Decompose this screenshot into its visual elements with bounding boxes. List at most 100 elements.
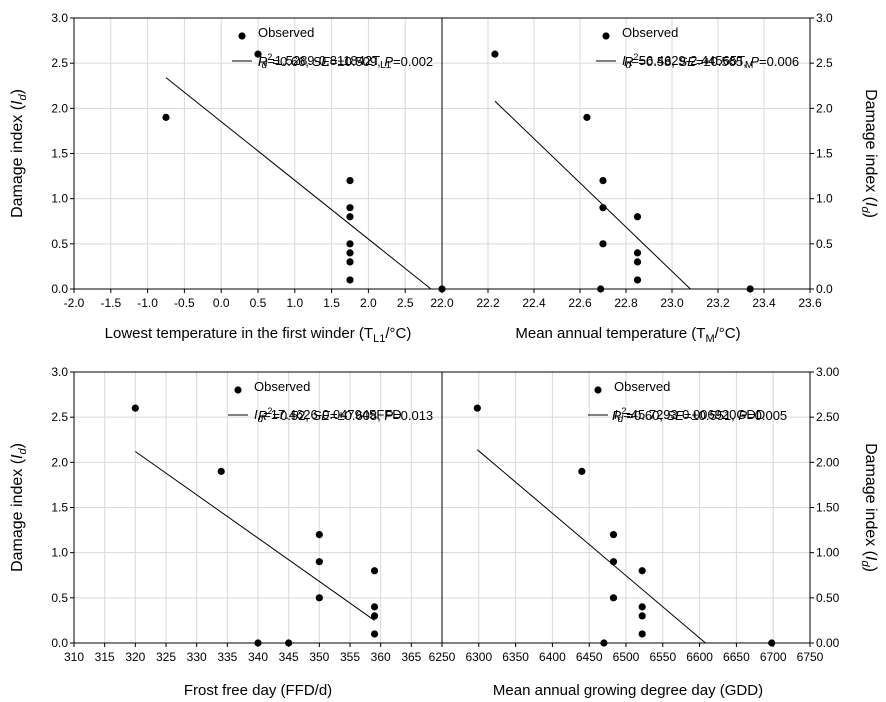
- x-tick-label: -0.5: [174, 296, 195, 310]
- y-tick-label: 1.0: [51, 192, 68, 206]
- x-tick-label: 6450: [576, 650, 603, 664]
- y-tick-label: 0.0: [51, 636, 68, 650]
- y-tick-label: 2.00: [816, 455, 840, 469]
- x-tick-label: 22.4: [522, 296, 546, 310]
- x-tick-label: 6750: [797, 650, 824, 664]
- y-tick-label: 2.0: [51, 101, 68, 115]
- y-tick-label: 0.0: [816, 282, 833, 296]
- y-tick-label: 0.50: [816, 591, 840, 605]
- data-point: [639, 567, 646, 574]
- y-axis-label: Damage index (Id): [859, 89, 879, 218]
- y-tick-label: 1.0: [51, 546, 68, 560]
- y-axis-label: Damage index (Id): [9, 443, 29, 572]
- x-tick-label: 2.5: [397, 296, 414, 310]
- data-point: [599, 204, 606, 211]
- x-tick-label: 320: [125, 650, 145, 664]
- data-point: [599, 177, 606, 184]
- x-tick-label: 6700: [760, 650, 787, 664]
- data-point: [600, 639, 607, 646]
- y-tick-label: 2.5: [816, 56, 833, 70]
- data-point: [634, 258, 641, 265]
- legend-stats: R2=0.66, SE=±0.509, P=0.002: [258, 52, 433, 69]
- y-tick-label: 2.5: [51, 410, 68, 424]
- data-point: [634, 249, 641, 256]
- data-point: [597, 285, 604, 292]
- data-point: [491, 51, 498, 58]
- y-tick-label: 1.5: [51, 147, 68, 161]
- x-tick-label: 1.0: [286, 296, 303, 310]
- y-tick-label: 1.50: [816, 501, 840, 515]
- data-point: [371, 603, 378, 610]
- x-axis-label: Frost free day (FFD/d): [184, 682, 332, 699]
- y-tick-label: 2.5: [51, 56, 68, 70]
- data-point: [583, 114, 590, 121]
- y-tick-label: 2.0: [816, 101, 833, 115]
- x-tick-label: 6550: [649, 650, 676, 664]
- x-tick-label: 345: [279, 650, 299, 664]
- data-point: [346, 240, 353, 247]
- y-axis-label: Damage index (Id): [859, 443, 879, 572]
- x-tick-label: 23.2: [706, 296, 730, 310]
- data-point: [639, 630, 646, 637]
- data-point: [578, 468, 585, 475]
- x-tick-label: 330: [187, 650, 207, 664]
- legend-observed-label: Observed: [258, 25, 314, 40]
- data-point: [316, 558, 323, 565]
- legend-marker: [602, 32, 609, 39]
- x-tick-label: 315: [95, 650, 115, 664]
- x-tick-label: 0.5: [250, 296, 267, 310]
- data-point: [316, 594, 323, 601]
- x-tick-label: 6600: [686, 650, 713, 664]
- y-tick-label: 1.5: [816, 147, 833, 161]
- y-tick-label: 0.0: [51, 282, 68, 296]
- data-point: [346, 213, 353, 220]
- data-point: [610, 594, 617, 601]
- chart-panel-3: 310 315 320 325 330 335 340 345 350 355 360 365 6250…: [9, 365, 456, 699]
- chart-panel-2: 22.2 22.4 22.6 22.8 23.0 23.2 23.4 23.60.0 0.5 1.…: [442, 11, 879, 345]
- data-point: [634, 276, 641, 283]
- legend-observed-label: Observed: [622, 25, 678, 40]
- data-point: [132, 405, 139, 412]
- y-tick-label: 3.0: [816, 11, 833, 25]
- x-tick-label: -1.5: [100, 296, 121, 310]
- x-tick-label: 1.5: [323, 296, 340, 310]
- x-tick-label: -2.0: [64, 296, 85, 310]
- y-tick-label: 1.00: [816, 546, 840, 560]
- y-tick-label: 1.0: [816, 192, 833, 206]
- x-tick-label: 310: [64, 650, 84, 664]
- data-point: [747, 285, 754, 292]
- x-tick-label: 350: [309, 650, 329, 664]
- chart-panel-4: 6300 6350 6400 6450 6500 6550 6600 6650 6700 6750…: [442, 365, 879, 699]
- y-tick-label: 0.5: [51, 237, 68, 251]
- legend-marker: [238, 32, 245, 39]
- x-tick-label: -1.0: [137, 296, 158, 310]
- data-point: [639, 612, 646, 619]
- x-tick-label: 6250: [429, 650, 456, 664]
- data-point: [474, 405, 481, 412]
- legend-observed-label: Observed: [614, 379, 670, 394]
- data-point: [599, 240, 606, 247]
- x-tick-label: 6500: [613, 650, 640, 664]
- x-axis-label: Lowest temperature in the first winder (…: [105, 325, 412, 345]
- data-point: [254, 639, 261, 646]
- x-tick-label: 22.8: [614, 296, 638, 310]
- data-point: [371, 630, 378, 637]
- data-point: [218, 468, 225, 475]
- x-tick-label: 6350: [502, 650, 529, 664]
- x-tick-label: 23.6: [798, 296, 822, 310]
- data-point: [639, 603, 646, 610]
- y-tick-label: 0.5: [816, 237, 833, 251]
- y-tick-label: 0.5: [51, 591, 68, 605]
- data-point: [346, 249, 353, 256]
- x-tick-label: 360: [371, 650, 391, 664]
- x-tick-label: 6300: [465, 650, 492, 664]
- data-point: [162, 114, 169, 121]
- y-tick-label: 2.0: [51, 455, 68, 469]
- legend-observed-label: Observed: [254, 379, 310, 394]
- x-tick-label: 6400: [539, 650, 566, 664]
- x-tick-label: 365: [401, 650, 421, 664]
- data-point: [285, 639, 292, 646]
- data-point: [346, 258, 353, 265]
- data-point: [346, 276, 353, 283]
- fit-line: [477, 450, 705, 643]
